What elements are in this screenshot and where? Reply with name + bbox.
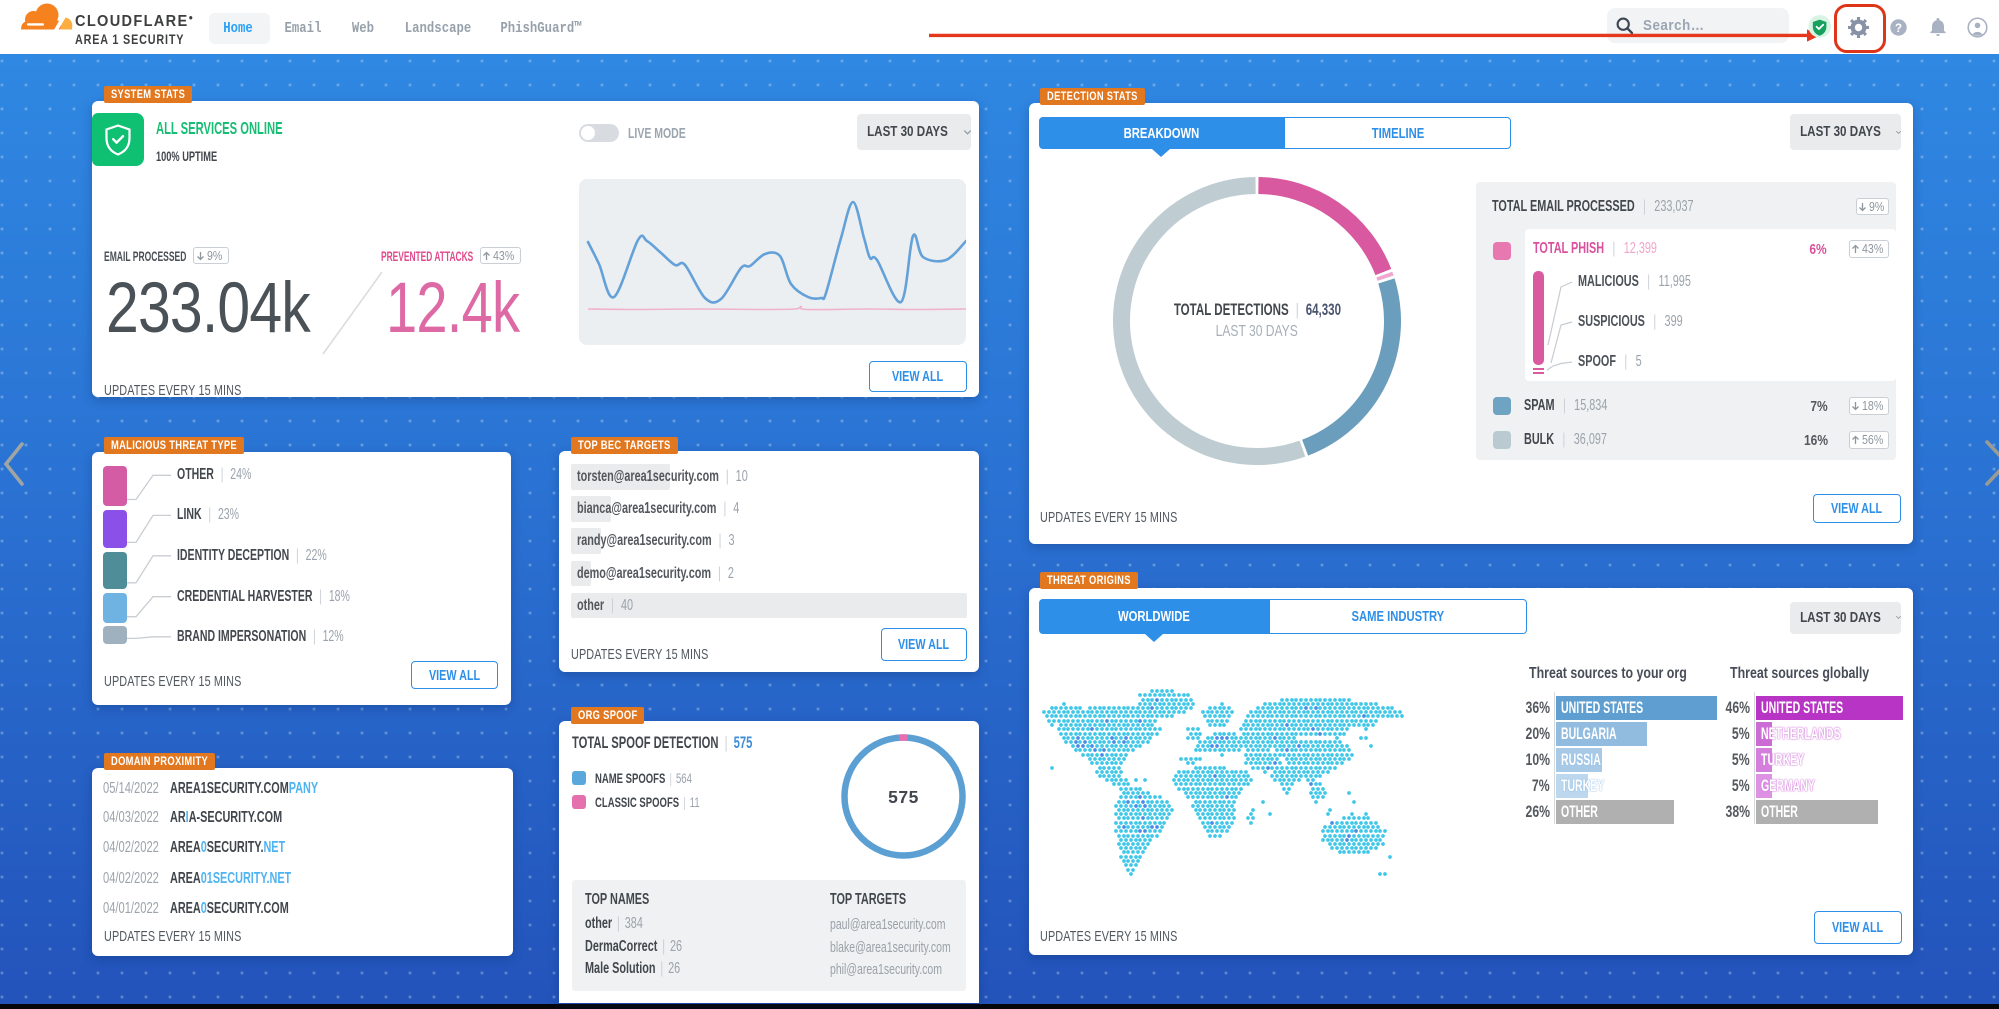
- svg-text:575: 575: [888, 787, 919, 807]
- svg-text:?: ?: [1895, 23, 1902, 35]
